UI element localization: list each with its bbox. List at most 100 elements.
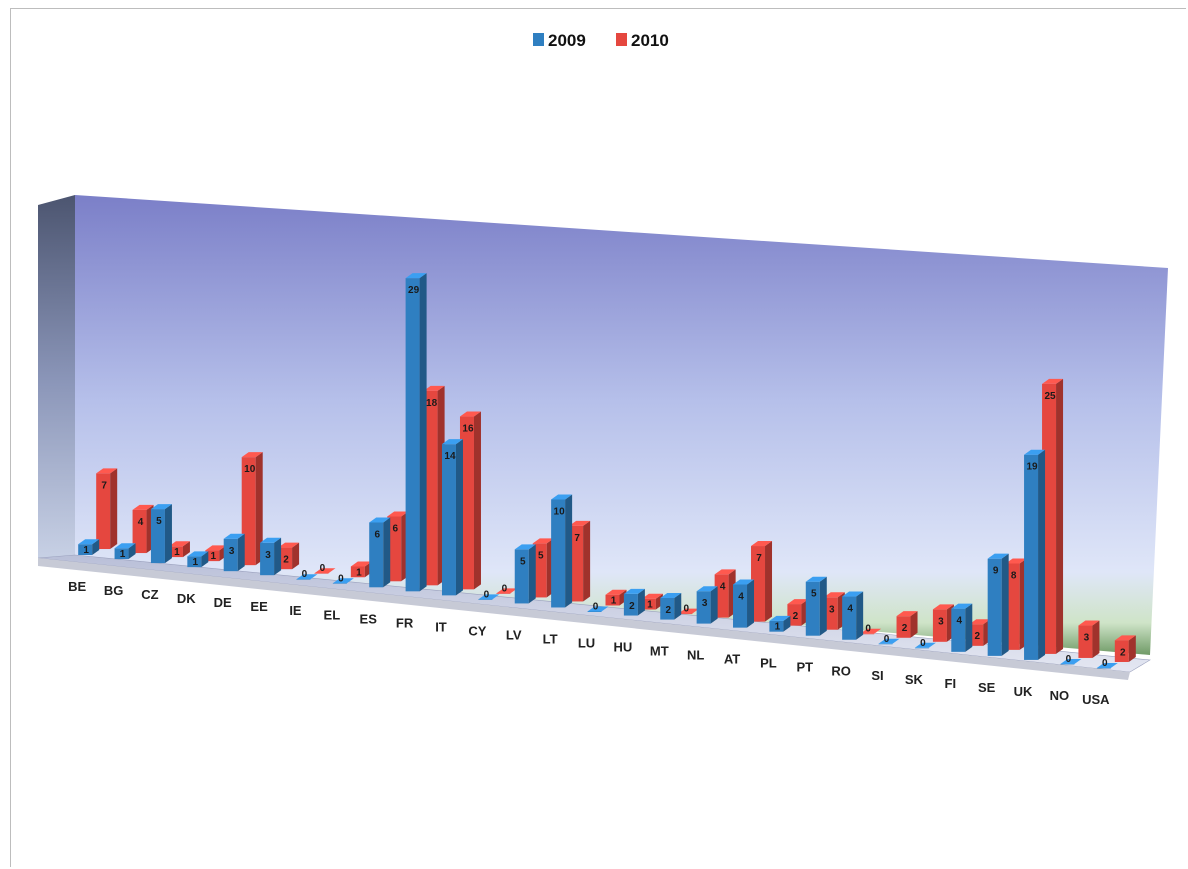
bar-2010-DE-top <box>241 452 263 458</box>
bar-2010-SI-side <box>910 611 918 638</box>
bar-2009-USA-label: 0 <box>1102 658 1108 669</box>
bar-2010-IT: 16 <box>459 411 481 590</box>
bar-2010-USA-top <box>1114 635 1136 641</box>
bar-2009-CZ-label: 5 <box>156 516 162 527</box>
bar-2009-DK-top <box>187 551 209 557</box>
bar-2010-BE-top <box>96 468 118 474</box>
bar-2010-HU-label: 1 <box>647 600 653 611</box>
bar-2009-MT-side <box>674 592 682 620</box>
bar-2009-PT-side <box>819 576 827 636</box>
bar-2010-EE-front <box>278 547 293 570</box>
bar-2010-FR-label: 18 <box>426 398 438 409</box>
bar-2009-ES: 6 <box>369 517 391 588</box>
bar-2009-SI: 0 <box>878 634 900 645</box>
side-wall <box>38 195 75 563</box>
bar-2009-EE-label: 3 <box>265 550 271 561</box>
bar-2010-DK-label: 1 <box>211 551 217 562</box>
bar-2009-SK-front <box>914 647 929 649</box>
bar-2010-CZ-front <box>168 546 183 558</box>
bar-2010-LT-label: 7 <box>574 533 580 544</box>
tick-label-PT: PT <box>796 660 813 675</box>
bar-2009-NL-top <box>696 586 718 592</box>
bar-2010-CZ-top <box>168 541 190 547</box>
tick-label-SE: SE <box>978 680 996 695</box>
bar-2010-DE-side <box>255 452 263 566</box>
bar-2009-BG-front <box>114 548 129 560</box>
bar-2010-CZ-side <box>182 541 190 558</box>
bar-2009-LU-label: 0 <box>593 602 599 613</box>
bar-2009-EE: 3 <box>260 537 282 576</box>
bar-2009-EE-side <box>274 537 282 576</box>
bar-2009-DE-side <box>237 533 245 572</box>
bar-2009-NL-front <box>696 591 711 624</box>
bar-2010-SE-label: 8 <box>1011 570 1017 581</box>
bar-2010-AT: 7 <box>751 541 773 622</box>
bar-2009-LV-side <box>528 544 536 604</box>
bar-2009-NO-label: 0 <box>1066 654 1072 665</box>
bar-2009-IE-top <box>296 574 318 580</box>
bar-2010-RO-label: 0 <box>865 624 871 635</box>
legend-label-2010: 2010 <box>631 31 669 50</box>
bar-2009-NL-side <box>710 586 718 624</box>
bar-2010-DK-top <box>205 545 227 551</box>
bar-2010-ES-front <box>387 516 402 582</box>
bar-2009-AT-top <box>733 579 755 585</box>
bar-2010-SK-front <box>932 609 947 642</box>
bar-2009-SI-front <box>878 643 893 645</box>
tick-label-RO: RO <box>831 664 851 679</box>
tick-label-IT: IT <box>435 619 447 634</box>
bar-2010-LT-top <box>569 520 591 526</box>
bar-2009-RO-top <box>842 591 864 597</box>
bar-2010-FI: 2 <box>969 619 991 646</box>
bar-2009-UK-top <box>1024 449 1046 455</box>
bar-2009-PL-side <box>783 615 791 632</box>
bar-2009-DK-label: 1 <box>193 557 199 568</box>
bar-2009-LT-top <box>551 494 573 500</box>
bar-2009-LU-front <box>587 611 602 612</box>
bar-2009-PL-front <box>769 620 784 632</box>
bar-2009-ES-label: 6 <box>374 529 380 540</box>
bar-2010-ES: 6 <box>387 511 409 582</box>
bar-2010-SE-top <box>1005 558 1027 564</box>
bar-2009-LT-side <box>565 494 573 608</box>
bar-2010-USA-side <box>1128 635 1136 662</box>
tick-label-UK: UK <box>1014 684 1033 699</box>
bar-2009-LT-label: 10 <box>554 506 566 517</box>
bar-2010-CZ: 1 <box>168 541 190 558</box>
bar-2009-RO-side <box>856 591 864 640</box>
tick-label-FR: FR <box>396 615 414 630</box>
bar-2009-USA-front <box>1096 667 1111 669</box>
bar-2009-SK: 0 <box>914 638 936 649</box>
bar-2010-FR: 18 <box>423 385 445 586</box>
bar-2010-ES-top <box>387 511 409 517</box>
bar-2010-LV: 5 <box>532 538 554 598</box>
legend: 2009 2010 <box>533 31 669 50</box>
legend-label-2009: 2009 <box>548 31 586 50</box>
bar-2009-FI: 4 <box>951 603 973 652</box>
tick-label-BE: BE <box>68 579 86 594</box>
bar-2010-EE-top <box>278 542 300 548</box>
bar-2010-PL-top <box>787 599 809 605</box>
bar-2010-LT: 7 <box>569 520 591 602</box>
bar-2009-FR-label: 29 <box>408 285 420 296</box>
bar-2009-LV-label: 5 <box>520 556 526 567</box>
bar-2010-RO-top <box>860 628 882 634</box>
bar-2010-SI-label: 2 <box>902 623 908 634</box>
bar-2009-CY: 0 <box>478 589 500 600</box>
bar-2009-SE-label: 9 <box>993 566 999 577</box>
bar-2010-AT-label: 7 <box>756 553 762 564</box>
bar-2009-DE-top <box>223 533 245 539</box>
bar-2009-PL: 1 <box>769 615 791 633</box>
bar-2010-FI-front <box>969 624 984 646</box>
bar-2009-CY-label: 0 <box>484 589 490 600</box>
bar-2010-RO-front <box>860 633 875 635</box>
floor-edge <box>38 558 1130 680</box>
legend-swatch-2009 <box>533 33 544 46</box>
bar-2010-PT-label: 3 <box>829 604 835 615</box>
bar-2010-CY-top <box>496 588 518 594</box>
bar-2010-AT-side <box>765 541 773 622</box>
bar-2009-USA-top <box>1096 662 1118 668</box>
bar-2010-NO: 3 <box>1078 620 1100 658</box>
bar-2009-IT-front <box>441 444 456 596</box>
tick-label-NO: NO <box>1050 688 1070 703</box>
